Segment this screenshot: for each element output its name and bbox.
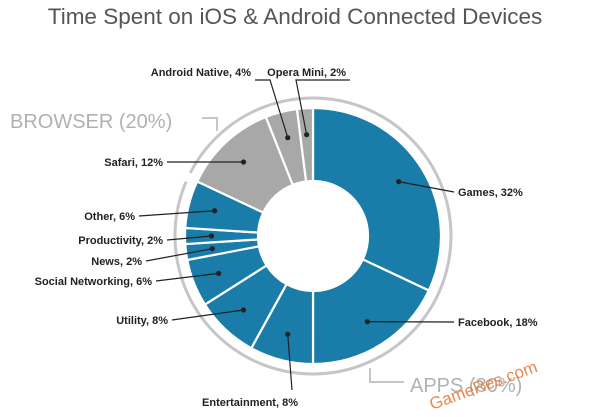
label-games: Games, 32% [458, 187, 523, 199]
label-productivity: Productivity, 2% [78, 235, 163, 247]
leader-dot-facebook [364, 319, 370, 325]
label-opera-mini: Opera Mini, 2% [267, 67, 346, 79]
group-bracket-apps [369, 368, 404, 383]
leader-android-native [255, 79, 289, 138]
leader-dot-other [212, 208, 218, 214]
slice-facebook [311, 257, 431, 366]
leader-dot-safari [240, 159, 247, 165]
label-facebook: Facebook, 18% [458, 317, 538, 329]
slice-opera-mini [295, 106, 315, 183]
leader-dot-news [209, 246, 215, 252]
leader-dot-utility [240, 307, 247, 313]
leader-news [145, 248, 213, 262]
leader-games [398, 181, 455, 193]
chart-title: Time Spent on iOS & Android Connected De… [47, 4, 543, 29]
label-other: Other, 6% [84, 211, 135, 223]
leader-dot-productivity [208, 233, 215, 239]
group-bracket-browser [202, 117, 218, 131]
leader-opera-mini [295, 79, 350, 135]
label-news: News, 2% [91, 256, 142, 268]
group-ring-gap [182, 171, 194, 184]
leader-dot-entertainment [285, 331, 291, 337]
leader-other [138, 210, 215, 217]
leader-dot-social-networking [216, 270, 222, 276]
label-safari: Safari, 12% [104, 157, 163, 169]
label-entertainment: Entertainment, 8% [202, 397, 298, 409]
label-android-native: Android Native, 4% [151, 67, 251, 79]
group-ring [173, 96, 453, 376]
leader-dot-opera-mini [304, 132, 310, 138]
label-social-networking: Social Networking, 6% [35, 276, 153, 288]
group-label-apps: APPS (80%) [410, 375, 522, 397]
group-label-browser: BROWSER (20%) [10, 111, 172, 133]
leader-utility [171, 309, 244, 321]
leader-dot-android-native [285, 135, 291, 141]
leader-productivity [166, 235, 212, 241]
leader-dot-games [396, 179, 402, 185]
leader-social-networking [155, 272, 219, 282]
label-utility: Utility, 8% [116, 315, 168, 327]
leader-entertainment [287, 334, 293, 391]
slice-games [311, 106, 443, 292]
